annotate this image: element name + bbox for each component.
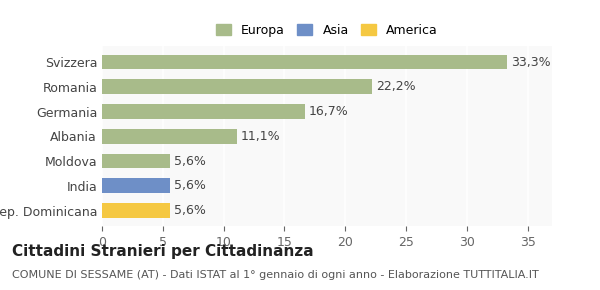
- Text: Cittadini Stranieri per Cittadinanza: Cittadini Stranieri per Cittadinanza: [12, 244, 314, 259]
- Text: 22,2%: 22,2%: [376, 80, 415, 93]
- Bar: [102, 203, 170, 218]
- Bar: [102, 79, 372, 94]
- Bar: [102, 104, 305, 119]
- Text: 5,6%: 5,6%: [174, 179, 206, 192]
- Bar: [102, 129, 237, 144]
- Text: 16,7%: 16,7%: [309, 105, 349, 118]
- Text: 5,6%: 5,6%: [174, 155, 206, 168]
- Bar: [102, 178, 170, 193]
- Text: 11,1%: 11,1%: [241, 130, 280, 143]
- Bar: [102, 154, 170, 168]
- Text: COMUNE DI SESSAME (AT) - Dati ISTAT al 1° gennaio di ogni anno - Elaborazione TU: COMUNE DI SESSAME (AT) - Dati ISTAT al 1…: [12, 270, 539, 280]
- Text: 33,3%: 33,3%: [511, 55, 550, 68]
- Text: 5,6%: 5,6%: [174, 204, 206, 217]
- Legend: Europa, Asia, America: Europa, Asia, America: [216, 23, 438, 37]
- Bar: [102, 55, 507, 69]
